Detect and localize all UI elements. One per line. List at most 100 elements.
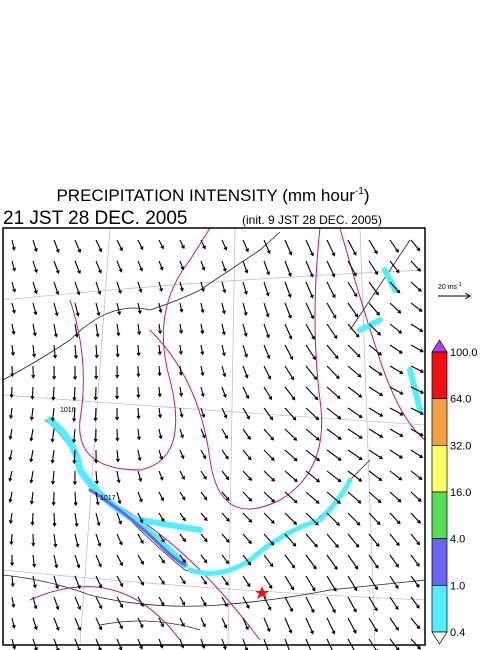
- wind-arrow: [221, 407, 228, 419]
- wind-arrow: [95, 302, 101, 317]
- wind-arrow: [200, 554, 208, 564]
- wind-arrow: [242, 596, 250, 609]
- wind-arrow: [389, 239, 399, 253]
- wind-arrow: [74, 260, 81, 275]
- wind-arrow: [179, 428, 184, 439]
- wind-arrow: [32, 323, 37, 337]
- wind-arrow: [29, 428, 34, 442]
- wind-arrow: [137, 302, 142, 315]
- wind-arrow: [410, 596, 420, 609]
- wind-arrow: [347, 323, 360, 338]
- wind-arrow: [326, 554, 338, 570]
- wind-arrow: [221, 617, 228, 629]
- lat-line: [2, 569, 426, 601]
- precip-band: [187, 477, 353, 576]
- wind-legend-label: 20 ms-1: [438, 282, 462, 291]
- wind-arrow: [305, 449, 321, 462]
- wind-arrow: [73, 491, 78, 507]
- wind-arrow: [179, 260, 185, 271]
- wind-arrow: [72, 386, 77, 402]
- wind-arrow: [94, 449, 99, 464]
- init-time: (init. 9 JST 28 DEC. 2005): [242, 213, 382, 227]
- map-frame: [2, 227, 426, 646]
- wind-arrow: [242, 428, 251, 440]
- wind-arrow: [158, 638, 164, 649]
- wind-arrow: [242, 470, 253, 481]
- wind-arrow: [305, 302, 315, 320]
- wind-arrow: [326, 470, 342, 483]
- wind-arrow: [410, 302, 423, 312]
- wind-arrow: [347, 428, 363, 439]
- wind-arrow: [389, 470, 403, 481]
- wind-arrow: [263, 260, 270, 276]
- wind-arrow: [410, 407, 425, 415]
- wind-arrow: [116, 323, 121, 337]
- wind-arrow: [242, 302, 248, 316]
- wind-arrow: [368, 449, 383, 460]
- wind-arrow: [368, 617, 378, 633]
- wind-arrow: [368, 239, 378, 255]
- wind-arrow: [74, 533, 80, 548]
- wind-arrow: [200, 470, 207, 480]
- wind-arrow: [53, 575, 59, 590]
- wind-arrow: [200, 638, 206, 649]
- wind-arrow: [53, 596, 60, 611]
- wind-arrow: [72, 428, 77, 444]
- wind-arrow: [137, 554, 144, 565]
- wind-arrow: [389, 344, 403, 354]
- wind-arrow: [158, 302, 163, 314]
- wind-arrow: [72, 470, 77, 486]
- location-marker: [255, 586, 269, 599]
- wind-arrow: [389, 281, 401, 294]
- wind-arrow: [389, 386, 404, 395]
- wind-arrow: [221, 281, 227, 294]
- wind-arrow: [347, 302, 359, 318]
- wind-arrow: [51, 386, 56, 401]
- wind-arrow: [115, 449, 120, 463]
- colorbar-segment: [431, 351, 448, 400]
- wind-arrow: [32, 239, 38, 253]
- wind-arrow: [263, 323, 270, 339]
- wind-arrow: [242, 575, 251, 588]
- wind-arrow: [242, 323, 248, 337]
- wind-arrow: [157, 365, 162, 377]
- wind-arrow: [200, 533, 208, 543]
- wind-arrow: [95, 323, 100, 338]
- wind-arrow: [50, 407, 55, 422]
- wind-arrow: [179, 407, 184, 418]
- wind-arrow: [326, 638, 333, 650]
- wind-arrow: [284, 407, 297, 421]
- wind-arrow: [389, 302, 402, 314]
- wind-arrow: [116, 575, 124, 588]
- wind-arrow: [95, 239, 103, 253]
- wind-arrow: [410, 554, 420, 567]
- lat-lon-grid: [2, 227, 426, 646]
- wind-arrow: [284, 323, 293, 340]
- lon-line: [359, 227, 376, 646]
- wind-arrow: [221, 428, 228, 440]
- wind-arrow: [263, 554, 274, 568]
- wind-arrow: [53, 260, 60, 275]
- wind-arrow: [158, 260, 164, 271]
- wind-arrow: [157, 386, 162, 398]
- wind-arrow: [326, 302, 337, 319]
- wind-arrow: [242, 344, 248, 358]
- wind-arrow: [200, 386, 205, 398]
- wind-arrow: [305, 638, 312, 650]
- wind-arrow: [179, 386, 184, 397]
- wind-arrow: [221, 449, 229, 460]
- wind-arrow: [410, 260, 421, 272]
- wind-arrow: [95, 512, 101, 527]
- lat-line: [2, 269, 426, 301]
- wind-arrow: [326, 512, 340, 526]
- map-area: 1016 1017: [2, 227, 426, 650]
- wind-arrow: [410, 449, 424, 458]
- wind-arrow: [284, 470, 298, 483]
- wind-arrow: [284, 554, 296, 569]
- wind-arrow: [95, 281, 102, 295]
- title-end: ): [364, 186, 370, 205]
- wind-arrow: [158, 281, 163, 293]
- wind-arrow: [200, 491, 208, 501]
- colorbar-segment: [431, 444, 448, 493]
- wind-arrow: [116, 239, 123, 252]
